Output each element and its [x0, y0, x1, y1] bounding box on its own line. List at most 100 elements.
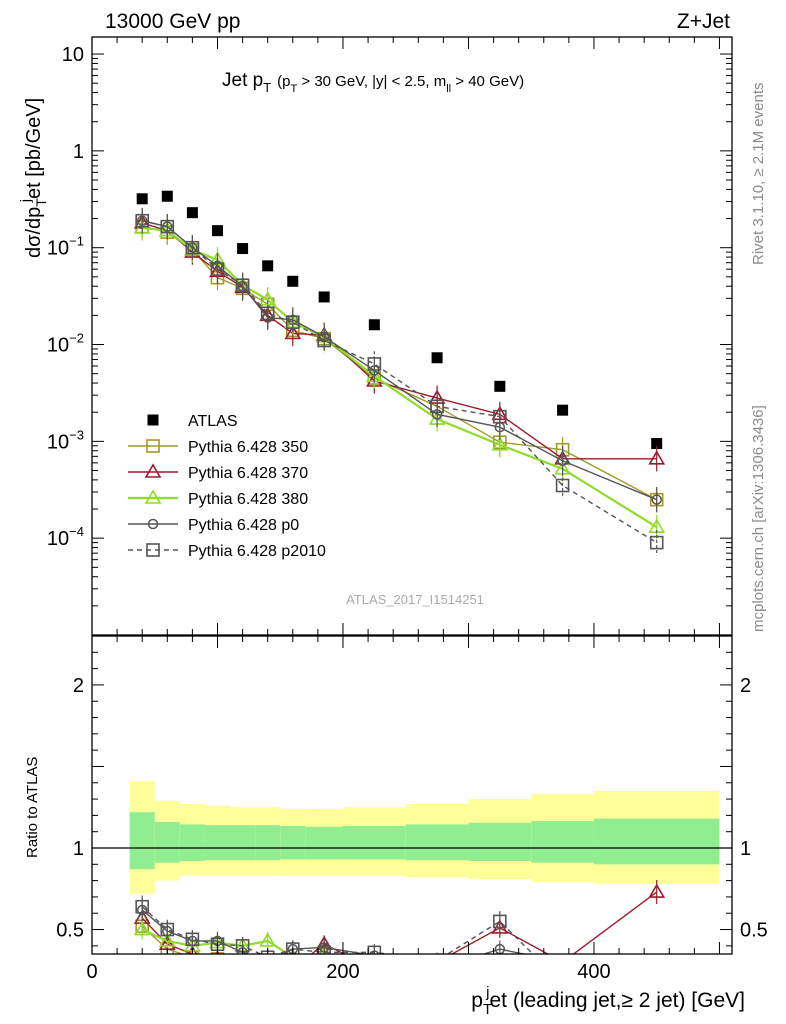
data-point	[136, 193, 148, 205]
legend-marker	[144, 463, 162, 478]
ratio-point	[652, 964, 661, 973]
ratio-point	[185, 932, 200, 947]
title-cut2: > 30 GeV, |y| < 2.5, m	[297, 73, 446, 90]
ratio-point	[651, 963, 663, 975]
ratio-point	[262, 959, 274, 971]
x-axis-label: pTjet (leading jet,≥ 2 jet) [GeV]	[471, 984, 745, 1018]
main-y-label: dσ/dpTjet [pb/GeV]	[17, 98, 49, 258]
data-point	[318, 331, 330, 343]
y-tick-label: 10−2	[47, 331, 84, 357]
ratio-point	[263, 958, 272, 967]
y-tick-label-exp: −3	[69, 427, 84, 442]
legend-entry: Pythia 6.428 p2010	[128, 543, 326, 560]
ratio-point	[187, 945, 198, 954]
y-tick-label-exp: −1	[69, 234, 84, 249]
header-right: Z+Jet	[677, 10, 730, 33]
data-point	[211, 225, 223, 237]
ratio-band-inner	[230, 825, 256, 861]
ratio-band-inner	[405, 824, 469, 861]
ratio-point	[558, 958, 567, 967]
data-point	[651, 494, 662, 505]
ratio-point	[557, 977, 569, 989]
ratio-band-inner	[255, 825, 281, 861]
data-point	[491, 436, 509, 451]
ratio-band-inner	[305, 826, 343, 860]
ratio-y-tick-label-right: 0.5	[740, 920, 768, 942]
y-tick-label: 10−1	[47, 234, 84, 260]
data-point	[368, 319, 380, 331]
ratio-point	[242, 953, 243, 954]
ratio-point	[367, 957, 381, 969]
ratio-series-line	[141, 891, 658, 954]
data-point	[431, 352, 443, 364]
main-title: Jet pT (pT > 30 GeV, |y| < 2.5, mll > 40 …	[222, 70, 524, 95]
main-frame	[91, 36, 733, 636]
ratio-y-label: Ratio to ATLAS	[24, 757, 41, 858]
ratio-point	[430, 953, 444, 954]
ratio-point	[430, 967, 444, 979]
data-point	[648, 450, 666, 465]
legend-entry: ATLAS	[147, 413, 238, 430]
title-cut1-sub: T	[291, 83, 298, 95]
data-point	[430, 399, 444, 414]
y-tick-label-base: 10	[47, 335, 69, 357]
ratio-point	[557, 969, 569, 981]
x-tick-label: 200	[326, 961, 359, 983]
title-main: Jet p	[222, 70, 263, 91]
title-cut3: > 40 GeV)	[451, 73, 524, 90]
legend-entry: Pythia 6.428 380	[128, 489, 308, 508]
ratio-point	[261, 960, 275, 972]
title-cut2-sub: ll	[446, 83, 451, 95]
data-point	[260, 306, 275, 321]
ratio-point	[259, 932, 277, 947]
ratio-point	[493, 963, 507, 975]
ratio-y-tick-label-right: 1	[740, 838, 751, 860]
ratio-band-inner	[342, 825, 406, 860]
data-point	[317, 333, 331, 348]
series-2	[133, 210, 666, 472]
legend-entry: Pythia 6.428 p0	[128, 517, 299, 534]
ratio-band-inner	[531, 821, 594, 863]
data-point	[237, 243, 249, 255]
data-point	[318, 291, 330, 303]
ratio-point	[286, 962, 300, 974]
data-point	[259, 291, 277, 306]
y-tick-label-base: 10	[47, 431, 69, 453]
legend-marker	[146, 543, 160, 557]
y-tick-label: 10	[62, 44, 84, 66]
side-label-top: Rivet 3.1.10, ≥ 2.1M events	[750, 83, 767, 266]
data-point	[235, 278, 250, 292]
ratio-frame	[91, 635, 733, 955]
ratio-point	[368, 959, 380, 971]
legend-label: Pythia 6.428 350	[188, 439, 308, 456]
ratio-point	[494, 961, 506, 973]
data-point	[186, 207, 198, 219]
xlabel-a: p	[471, 989, 483, 1012]
ratio-point	[648, 883, 666, 898]
data-point	[649, 535, 664, 550]
ratio-point	[237, 956, 249, 968]
data-point	[210, 262, 225, 276]
ratio-point	[556, 963, 570, 975]
y-tick-label-exp: −2	[69, 331, 84, 346]
ratio-point	[135, 899, 149, 914]
legend-marker	[146, 439, 160, 453]
data-point	[135, 213, 149, 228]
ratio-band-inner	[154, 821, 180, 863]
y-tick-label: 10−3	[47, 427, 84, 453]
data-point	[285, 315, 300, 330]
ylabel-sub: T	[33, 198, 49, 207]
ratio-point	[433, 964, 442, 973]
x-tick-label: 400	[577, 961, 610, 983]
ratio-point	[562, 953, 563, 954]
ratio-point	[287, 961, 299, 973]
data-point	[284, 324, 302, 340]
ratio-band-inner	[129, 812, 155, 870]
ratio-band-inner	[280, 825, 306, 860]
legend-label: Pythia 6.428 380	[188, 491, 308, 508]
ylabel-b: et [pb/GeV]	[23, 98, 45, 199]
ratio-point	[367, 962, 381, 974]
series-5	[135, 208, 664, 556]
legend-label: Pythia 6.428 p0	[188, 517, 299, 534]
